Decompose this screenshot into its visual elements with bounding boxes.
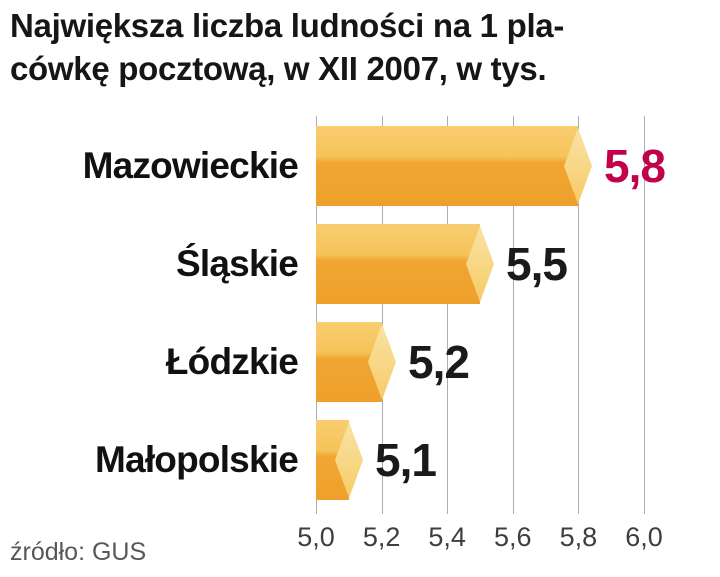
gridline <box>512 116 514 514</box>
category-label: Mazowieckie <box>82 145 299 186</box>
x-tick-label: 5,2 <box>362 522 401 552</box>
chart-title-line2: cówkę pocztową, w XII 2007, w tys. <box>10 50 547 87</box>
x-tick-label: 5,4 <box>428 522 466 552</box>
gridline <box>578 116 580 514</box>
source-text: źródło: GUS <box>10 538 147 566</box>
category-label: Śląskie <box>176 243 299 284</box>
gridline <box>644 116 645 514</box>
gridline <box>381 116 383 514</box>
x-tick-label: 5,6 <box>494 522 532 552</box>
chart-title: Największa liczba ludności na 1 pla- ców… <box>10 4 716 90</box>
x-tick-label: 6,0 <box>625 522 663 552</box>
gridline <box>447 116 449 514</box>
x-tick-label: 5,0 <box>297 522 335 552</box>
category-label: Łódzkie <box>165 341 299 382</box>
category-label: Małopolskie <box>95 439 299 480</box>
plot-area: 5,0 5,2 5,4 5,6 5,8 6,0 <box>297 116 663 552</box>
x-tick-label: 5,8 <box>559 522 598 552</box>
chart-title-line1: Największa liczba ludności na 1 pla- <box>10 7 565 44</box>
gridline <box>316 116 317 514</box>
